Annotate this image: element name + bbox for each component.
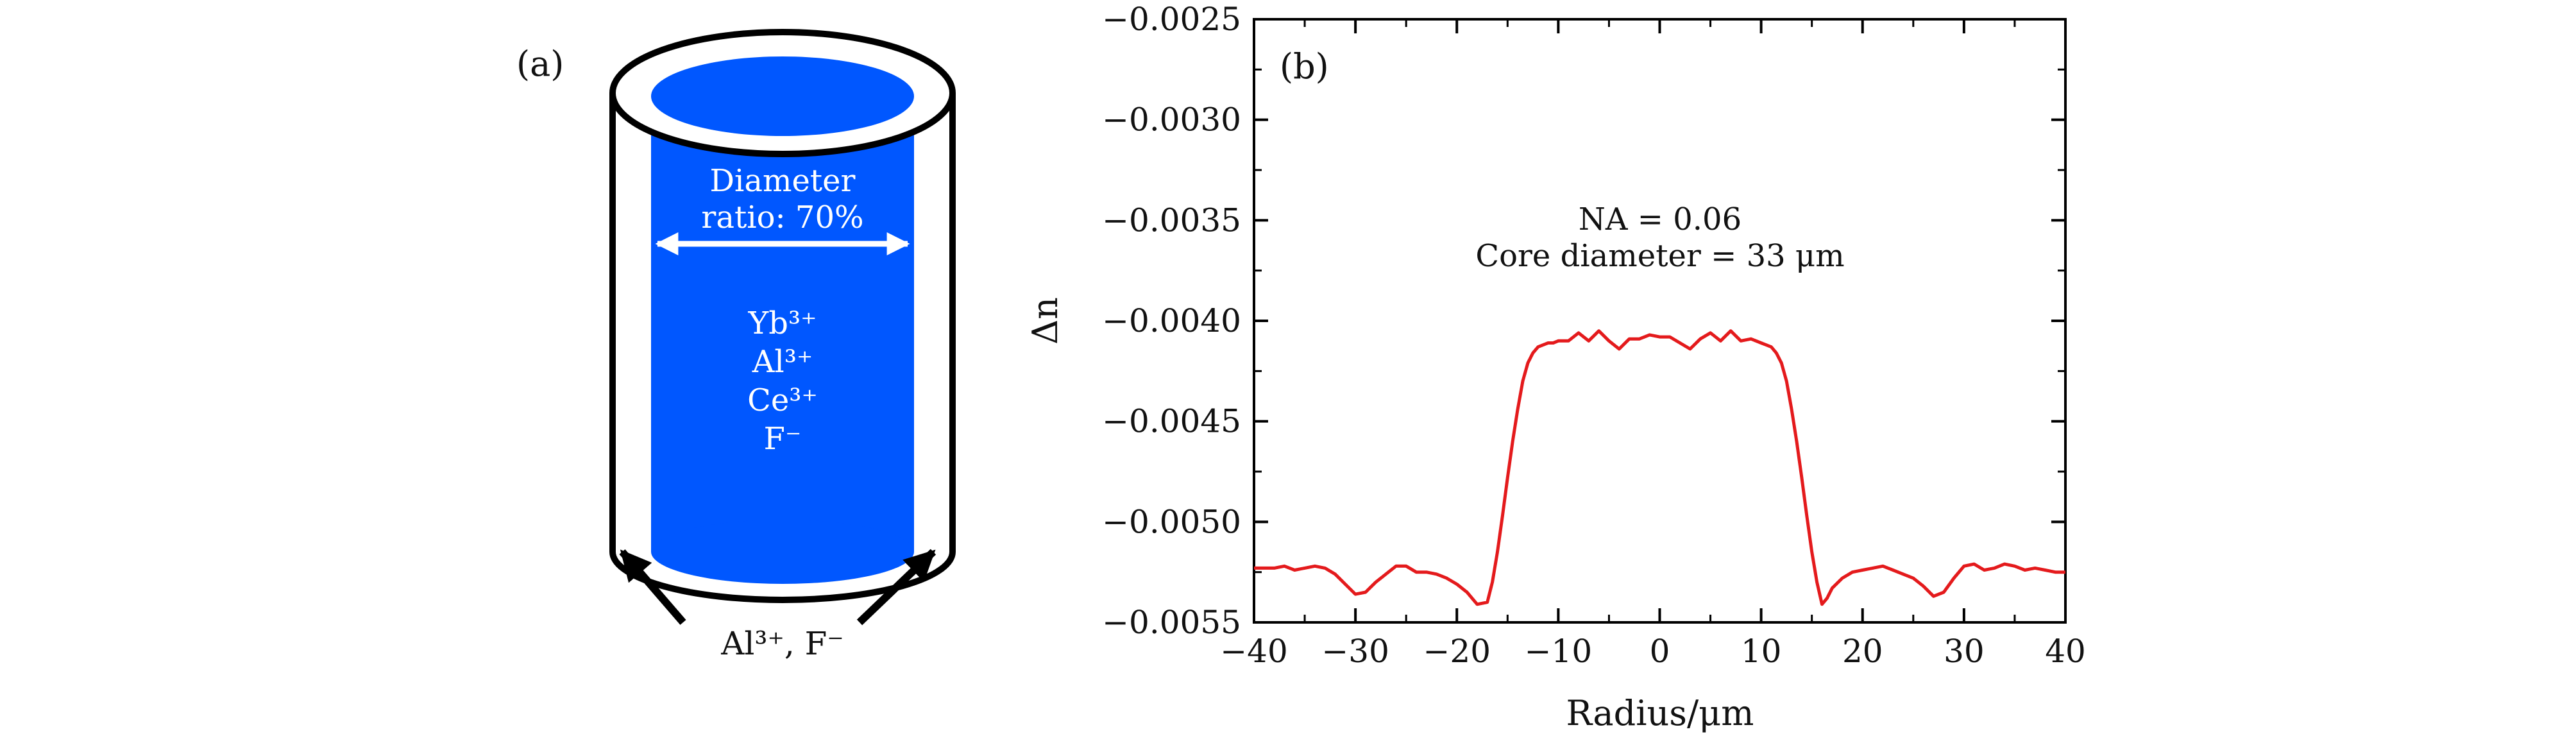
plot-frame [1253,18,2067,624]
cladding-arrow-right [856,549,936,626]
x-tick-label: −40 [1220,633,1288,670]
x-tick-label: 0 [1650,633,1670,670]
panel-a-label: (a) [516,44,564,84]
y-tick-label: −0.0055 [1102,604,1241,641]
diameter-label-line2: ratio: 70% [701,200,863,235]
core-ion-ce: Ce³⁺ [747,382,818,418]
x-tick-label: 10 [1741,633,1782,670]
cladding-ions-label: Al³⁺, F⁻ [720,625,843,662]
panel-b: (b) −40 −30 −20 −10 0 10 20 30 40 −0.0025 −0.0030… [1025,1,2086,733]
y-axis-title: Δn [1025,297,1065,345]
x-tick-label: −20 [1423,633,1491,670]
diameter-label-line1: Diameter [709,163,855,199]
x-tick-label: 30 [1944,633,1985,670]
cladding-arrow-left [619,549,686,625]
x-tick-label: −30 [1321,633,1389,670]
core-ion-f: F⁻ [764,421,802,457]
core-ion-al: Al³⁺ [752,344,813,380]
y-tick-label: −0.0035 [1102,201,1241,239]
x-axis-title: Radius/μm [1566,693,1754,733]
core-bottom [651,520,914,584]
y-tick-label: −0.0025 [1102,1,1241,38]
plot-area: −40 −30 −20 −10 0 10 20 30 40 −0.0025−0.0030−0.0… [1102,1,2086,670]
annotation-core-diameter: Core diameter = 33 μm [1475,238,1844,274]
y-axis-ticks: −0.0025 −0.0030 −0.0035 −0.0040 −0.0045 −0.00… [1102,1,2065,641]
x-axis-ticks: −40 −30 −20 −10 0 10 20 30 40 [1220,19,2086,670]
core-body [651,93,914,552]
y-tick-label: −0.0030 [1102,101,1241,139]
panel-a: (a) Diameter ratio: 70% Yb³⁺ Al³⁺ Ce³⁺ F… [516,29,956,662]
x-tick-label: −10 [1525,633,1593,670]
core-top [651,56,914,136]
annotation-na: NA = 0.06 [1579,201,1741,237]
x-tick-label: 20 [1842,633,1883,670]
y-tick-label: −0.0045 [1102,403,1241,440]
y-tick-label: −0.0050 [1102,503,1241,540]
panel-b-label: (b) [1280,46,1329,87]
core-ion-yb: Yb³⁺ [748,305,817,341]
y-tick-label: −0.0040 [1102,302,1241,339]
x-tick-label: 40 [2045,633,2086,670]
series-line-delta-n [1254,329,2065,606]
